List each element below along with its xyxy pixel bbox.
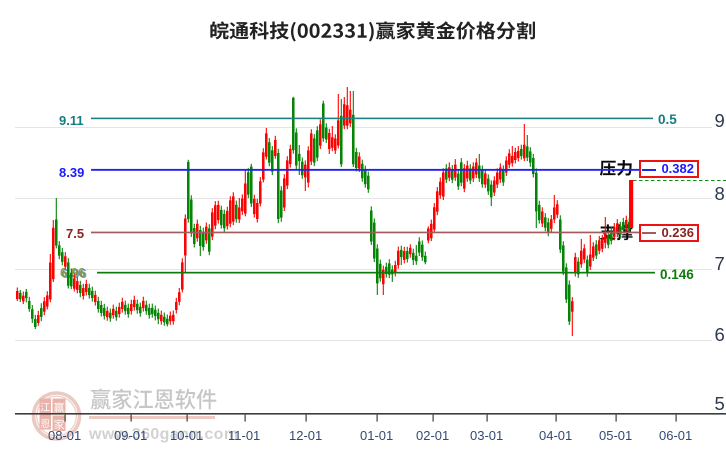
svg-text:6.96: 6.96	[60, 265, 85, 280]
